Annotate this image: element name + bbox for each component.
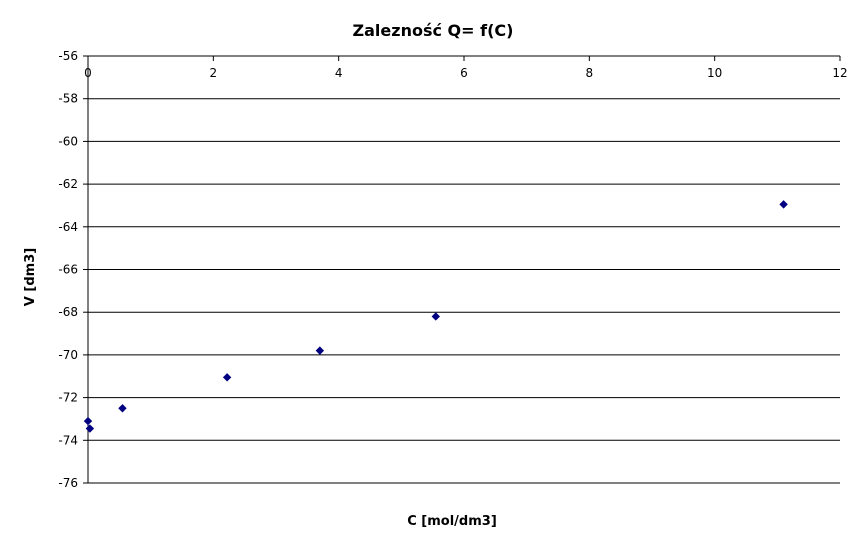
data-points (83, 200, 788, 433)
gridlines (88, 55, 840, 484)
y-tick-label: -58 (58, 92, 78, 106)
y-tick-label: -64 (58, 220, 78, 234)
data-point (118, 404, 127, 413)
x-axis-label: C [mol/dm3] (407, 514, 497, 529)
x-tick-label: 6 (460, 66, 468, 80)
chart-title: Zalezność Q= f(C) (353, 21, 514, 40)
y-tick-label: -72 (58, 391, 78, 405)
y-tick-label: -76 (58, 476, 78, 490)
data-point (779, 200, 788, 209)
y-tick-label: -60 (58, 134, 78, 148)
data-point (222, 373, 232, 382)
x-axis-ticks: 024681012 (84, 56, 848, 80)
y-tick-label: -74 (58, 433, 78, 447)
data-point (85, 424, 95, 433)
data-point (83, 416, 93, 426)
y-tick-label: -70 (58, 348, 78, 362)
x-tick-label: 12 (832, 66, 847, 80)
x-tick-label: 4 (335, 66, 343, 80)
y-tick-label: -56 (58, 49, 78, 63)
x-tick-label: 8 (586, 66, 594, 80)
data-point (315, 346, 325, 355)
y-tick-label: -62 (58, 177, 78, 191)
y-axis-label: V [dm3] (23, 248, 38, 306)
y-tick-label: -68 (58, 305, 78, 319)
y-axis-ticks: -56 -58 -60 -62 -64 -66 -68 -70 -72 -74 -76 (58, 49, 88, 490)
x-tick-label: 10 (707, 66, 722, 80)
y-tick-label: -66 (58, 263, 78, 277)
x-tick-label: 2 (210, 66, 218, 80)
data-point (431, 312, 441, 321)
